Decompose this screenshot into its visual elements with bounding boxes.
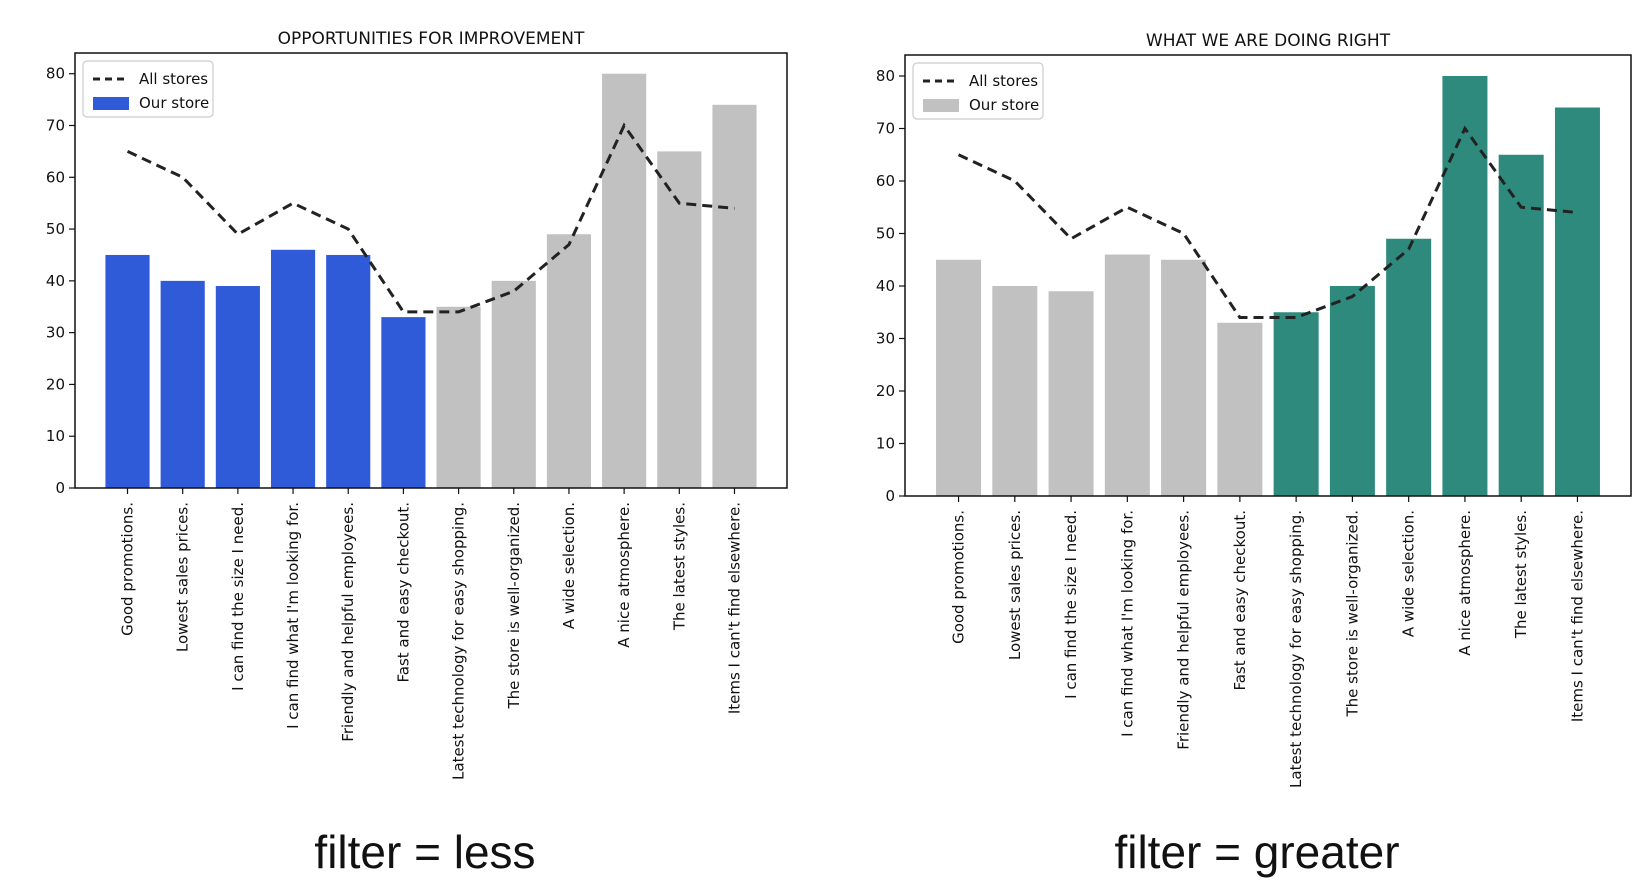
x-tick-label: A wide selection. — [560, 502, 578, 629]
y-tick-label: 60 — [876, 172, 895, 190]
y-tick-label: 50 — [876, 225, 895, 243]
x-tick-label: Items I can't find elsewhere. — [725, 502, 743, 714]
y-tick-label: 50 — [46, 220, 65, 238]
caption-right: filter = greater — [1114, 826, 1399, 878]
x-tick-label: The latest styles. — [670, 502, 688, 631]
series-line-all-stores — [957, 125, 1578, 319]
x-tick-label: Latest technology for easy shopping. — [1287, 510, 1305, 788]
x-tick-label: Fast and easy checkout. — [394, 502, 412, 682]
x-tick-label: Lowest sales prices. — [174, 502, 192, 652]
series-line-all-stores — [126, 122, 735, 314]
chart-title: WHAT WE ARE DOING RIGHT — [1146, 31, 1391, 51]
x-tick-label: Good promotions. — [950, 510, 968, 644]
y-tick-label: 0 — [55, 479, 65, 497]
bar — [1217, 322, 1263, 496]
y-tick-label: 10 — [876, 435, 895, 453]
bar — [491, 280, 536, 488]
chart-0: OPPORTUNITIES FOR IMPROVEMENT 0 10 20 30 40 50… — [46, 29, 788, 780]
bar — [160, 280, 205, 488]
x-tick-label: A wide selection. — [1400, 510, 1418, 637]
y-tick-label: 80 — [46, 65, 65, 83]
bar — [1442, 76, 1488, 496]
bar — [546, 234, 592, 488]
legend-label: All stores — [139, 70, 208, 88]
bar — [1104, 254, 1150, 496]
bar — [712, 104, 757, 489]
bar — [326, 254, 371, 488]
bar — [602, 73, 647, 488]
bar — [1554, 107, 1600, 496]
y-tick-label: 0 — [885, 487, 895, 505]
bar — [936, 259, 982, 496]
bar — [215, 286, 260, 488]
chart-title: OPPORTUNITIES FOR IMPROVEMENT — [278, 29, 585, 49]
legend-label: Our store — [139, 94, 209, 112]
x-tick-label: The store is well-organized. — [1343, 510, 1361, 718]
x-tick-label: I can find what I'm looking for. — [1118, 510, 1136, 737]
x-tick-label: The store is well-organized. — [505, 502, 523, 710]
y-tick-label: 20 — [876, 382, 895, 400]
y-tick-label: 70 — [46, 117, 65, 135]
chart-1: WHAT WE ARE DOING RIGHT 0 10 20 30 40 50 60 70 80… — [876, 31, 1632, 788]
legend-label: Our store — [969, 96, 1039, 114]
y-tick-label: 60 — [46, 168, 65, 186]
bar — [1498, 154, 1544, 496]
x-tick-label: A nice atmosphere. — [1456, 510, 1474, 656]
bar — [1329, 286, 1375, 496]
y-tick-label: 20 — [46, 375, 65, 393]
y-tick-label: 80 — [876, 67, 895, 85]
y-tick-label: 30 — [46, 324, 65, 342]
x-tick-label: Items I can't find elsewhere. — [1568, 510, 1586, 722]
bar — [657, 151, 702, 488]
x-tick-label: I can find what I'm looking for. — [284, 502, 302, 729]
x-tick-label: Good promotions. — [119, 502, 137, 636]
legend-bar-swatch — [93, 97, 129, 110]
x-tick-label: Friendly and helpful employees. — [339, 502, 357, 742]
x-tick-label: Latest technology for easy shopping. — [450, 502, 468, 780]
y-tick-label: 30 — [876, 330, 895, 348]
x-tick-label: A nice atmosphere. — [615, 502, 633, 648]
y-tick-label: 10 — [46, 427, 65, 445]
plot-frame — [74, 52, 788, 489]
caption-left: filter = less — [314, 826, 535, 878]
bar — [270, 249, 316, 488]
x-tick-label: Fast and easy checkout. — [1231, 510, 1249, 691]
y-tick-label: 40 — [46, 272, 65, 290]
x-tick-label: I can find the size I need. — [229, 502, 247, 691]
x-tick-label: Lowest sales prices. — [1006, 510, 1024, 660]
bar — [1273, 312, 1319, 496]
bar — [381, 317, 426, 488]
x-tick-label: I can find the size I need. — [1062, 510, 1080, 699]
bar — [1048, 291, 1094, 496]
bar — [992, 286, 1038, 496]
legend-label: All stores — [969, 72, 1038, 90]
legend-bar-swatch — [923, 99, 959, 112]
y-tick-label: 40 — [876, 277, 895, 295]
plot-frame — [904, 54, 1632, 497]
bar — [436, 306, 481, 488]
bar — [105, 254, 150, 488]
x-tick-label: Friendly and helpful employees. — [1175, 510, 1193, 750]
y-tick-label: 70 — [876, 120, 895, 138]
bar — [1161, 259, 1207, 496]
bar — [1386, 238, 1432, 496]
x-tick-label: The latest styles. — [1512, 510, 1530, 639]
